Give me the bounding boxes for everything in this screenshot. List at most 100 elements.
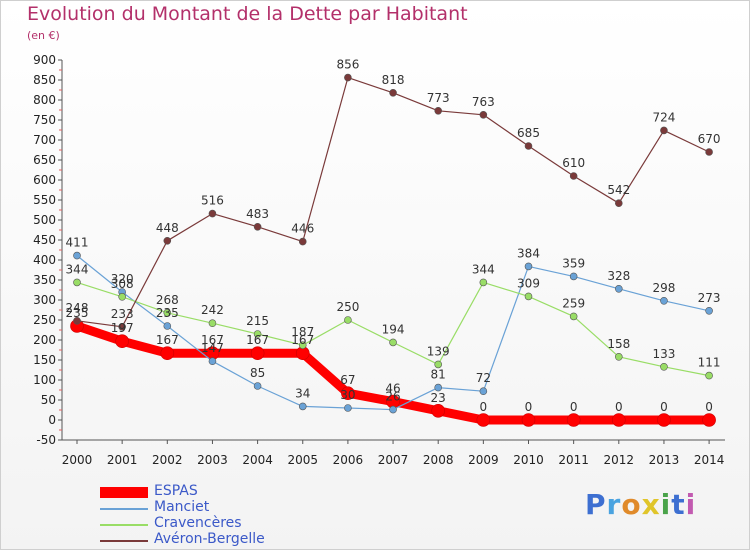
data-label-manciet: 26 [385, 390, 400, 404]
data-label-espas: 235 [66, 306, 89, 320]
data-label-espas: 0 [705, 400, 713, 414]
y-tick-label: 350 [33, 273, 56, 287]
x-tick-label: 2010 [513, 453, 544, 467]
logo-letter: r [606, 488, 622, 521]
y-tick-label: 0 [48, 413, 56, 427]
data-label-cravenc-res: 242 [201, 303, 224, 317]
x-tick-label: 2004 [242, 453, 273, 467]
y-tick-label: 50 [41, 393, 56, 407]
logo-letter: i [660, 488, 672, 521]
data-point-cravenc-res [434, 360, 443, 369]
data-point-manciet [253, 382, 262, 390]
data-label-cravenc-res: 158 [607, 337, 630, 351]
data-point-manciet [569, 272, 578, 281]
data-label-av-ron-bergelle: 542 [607, 183, 630, 197]
data-label-av-ron-bergelle: 448 [156, 221, 179, 235]
data-label-cravenc-res: 111 [698, 356, 721, 370]
x-tick-label: 2009 [468, 453, 499, 467]
data-point-espas [431, 403, 446, 418]
data-label-cravenc-res: 309 [517, 276, 540, 290]
logo-letter: t [671, 488, 686, 521]
legend-swatch [100, 517, 148, 533]
data-point-cravenc-res [118, 292, 126, 301]
data-point-espas [160, 346, 175, 361]
data-label-manciet: 320 [111, 272, 134, 286]
data-point-av-ron-bergelle [344, 73, 352, 82]
y-tick-label: 100 [33, 373, 56, 387]
data-label-av-ron-bergelle: 248 [66, 301, 89, 315]
data-point-manciet [208, 357, 217, 366]
data-label-espas: 167 [246, 333, 269, 347]
data-point-av-ron-bergelle [479, 111, 488, 119]
x-tick-label: 2003 [197, 453, 228, 467]
data-label-av-ron-bergelle: 685 [517, 126, 540, 140]
legend-swatch [100, 485, 148, 501]
data-point-av-ron-bergelle [208, 209, 217, 218]
x-tick-label: 2001 [107, 453, 138, 467]
legend-label: ESPAS [154, 483, 198, 499]
data-label-espas: 46 [385, 382, 400, 396]
y-tick-label: 650 [33, 153, 56, 167]
data-point-cravenc-res [479, 278, 488, 287]
data-label-espas: 0 [615, 400, 623, 414]
data-label-cravenc-res: 344 [66, 262, 89, 276]
data-point-cravenc-res [389, 338, 397, 347]
legend-item: Manciet [100, 499, 350, 517]
data-point-manciet [298, 402, 307, 411]
data-point-cravenc-res [569, 312, 578, 321]
x-tick-label: 2005 [287, 453, 318, 467]
data-label-espas: 0 [525, 400, 533, 414]
y-tick-label: 250 [33, 313, 56, 327]
data-point-av-ron-bergelle [569, 172, 578, 180]
data-label-cravenc-res: 308 [111, 277, 134, 291]
y-tick-label: 900 [33, 53, 56, 67]
data-point-manciet [163, 322, 172, 330]
data-label-cravenc-res: 344 [472, 262, 495, 276]
data-label-manciet: 384 [517, 246, 540, 260]
data-label-cravenc-res: 187 [291, 325, 314, 339]
data-label-manciet: 72 [476, 371, 491, 385]
x-tick-label: 2002 [152, 453, 183, 467]
data-point-av-ron-bergelle [660, 126, 668, 135]
data-label-manciet: 273 [698, 291, 721, 305]
data-point-cravenc-res [705, 371, 713, 380]
data-label-av-ron-bergelle: 446 [291, 222, 314, 236]
data-label-av-ron-bergelle: 516 [201, 194, 224, 208]
series-line-av-ron-bergelle [76, 76, 710, 328]
data-label-espas: 197 [111, 321, 134, 335]
data-point-cravenc-res [344, 316, 352, 324]
y-tick-label: -50 [36, 433, 56, 447]
logo-letter: P [585, 488, 607, 521]
data-point-manciet [705, 306, 713, 315]
data-point-manciet [434, 383, 443, 392]
data-point-cravenc-res [73, 278, 81, 287]
data-point-cravenc-res [614, 352, 623, 361]
data-point-av-ron-bergelle [298, 237, 307, 246]
y-tick-label: 600 [33, 173, 56, 187]
logo-letter: i [685, 488, 697, 521]
logo-letter: x [641, 488, 661, 521]
y-tick-label: 700 [33, 133, 56, 147]
data-label-av-ron-bergelle: 483 [246, 207, 269, 221]
data-label-manciet: 328 [607, 269, 630, 283]
data-point-cravenc-res [253, 330, 262, 338]
data-point-cravenc-res [660, 362, 668, 371]
data-label-av-ron-bergelle: 233 [111, 307, 134, 321]
data-point-av-ron-bergelle [163, 237, 172, 245]
data-label-espas: 0 [480, 400, 488, 414]
legend-item: Avéron-Bergelle [100, 531, 350, 549]
data-point-espas [476, 413, 491, 427]
data-label-espas: 67 [340, 373, 355, 387]
x-tick-label: 2013 [649, 453, 680, 467]
data-point-manciet [524, 262, 533, 271]
data-point-cravenc-res [524, 292, 533, 301]
x-tick-label: 2007 [378, 453, 409, 467]
chart-title: Evolution du Montant de la Dette par Hab… [27, 3, 468, 25]
data-label-manciet: 298 [652, 281, 675, 295]
x-tick-label: 2014 [694, 453, 725, 467]
data-label-manciet: 30 [340, 388, 355, 402]
data-label-av-ron-bergelle: 773 [427, 91, 450, 105]
y-tick-label: 200 [33, 333, 56, 347]
